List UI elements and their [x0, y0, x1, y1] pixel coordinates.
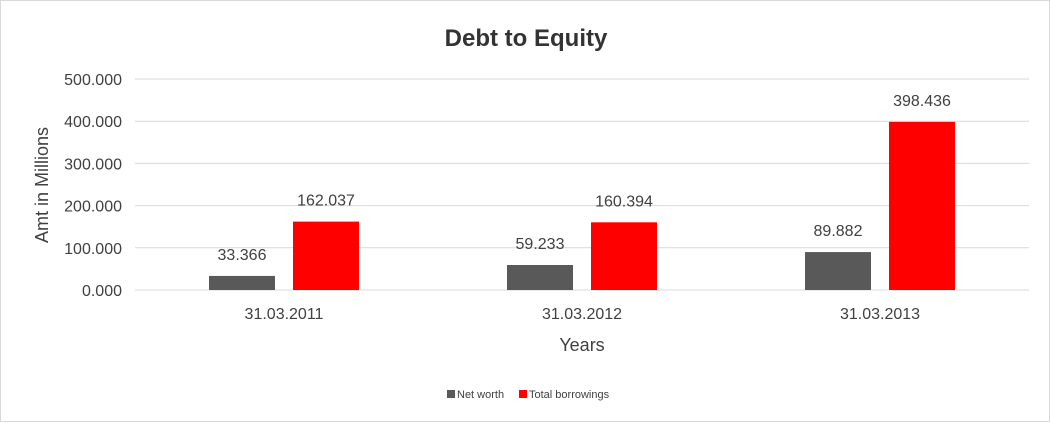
data-labels: 33.366 162.037 59.233 160.394 89.882 398.436 [218, 93, 951, 264]
data-label: 162.037 [297, 193, 355, 210]
data-label: 160.394 [595, 193, 653, 210]
x-tick-label: 31.03.2012 [542, 306, 622, 323]
legend-item: Net worth [447, 389, 504, 401]
y-tick-label: 200.000 [64, 199, 122, 216]
legend-swatch [447, 390, 455, 398]
chart-title: Debt to Equity [445, 25, 608, 52]
bar [209, 275, 275, 290]
x-tick-label: 31.03.2013 [840, 306, 920, 323]
legend-item: Total borrowings [519, 389, 610, 401]
y-tick-label: 300.000 [64, 156, 122, 173]
data-label: 89.882 [814, 223, 863, 240]
x-axis-title: Years [559, 335, 604, 355]
legend: Net worth Total borrowings [447, 389, 610, 401]
y-axis-ticks: 0.000 100.000 200.000 300.000 400.000 500.000 [64, 72, 122, 300]
y-tick-label: 500.000 [64, 72, 122, 89]
bars [209, 121, 955, 290]
bar [591, 222, 657, 290]
legend-label: Net worth [457, 389, 504, 401]
y-tick-label: 0.000 [82, 283, 122, 300]
x-axis-ticks: 31.03.2011 31.03.2012 31.03.2013 [245, 306, 921, 323]
bar [293, 221, 359, 290]
data-label: 59.233 [516, 236, 565, 253]
x-tick-label: 31.03.2011 [245, 306, 324, 323]
bar [889, 121, 955, 290]
y-tick-label: 400.000 [64, 114, 122, 131]
legend-swatch [519, 390, 527, 398]
data-label: 33.366 [218, 247, 267, 264]
legend-label: Total borrowings [529, 389, 610, 401]
gridlines [135, 78, 1029, 291]
data-label: 398.436 [893, 93, 951, 110]
y-tick-label: 100.000 [64, 241, 122, 258]
y-axis-title: Amt in Millions [32, 127, 52, 243]
bar [805, 252, 871, 290]
bar [507, 265, 573, 290]
